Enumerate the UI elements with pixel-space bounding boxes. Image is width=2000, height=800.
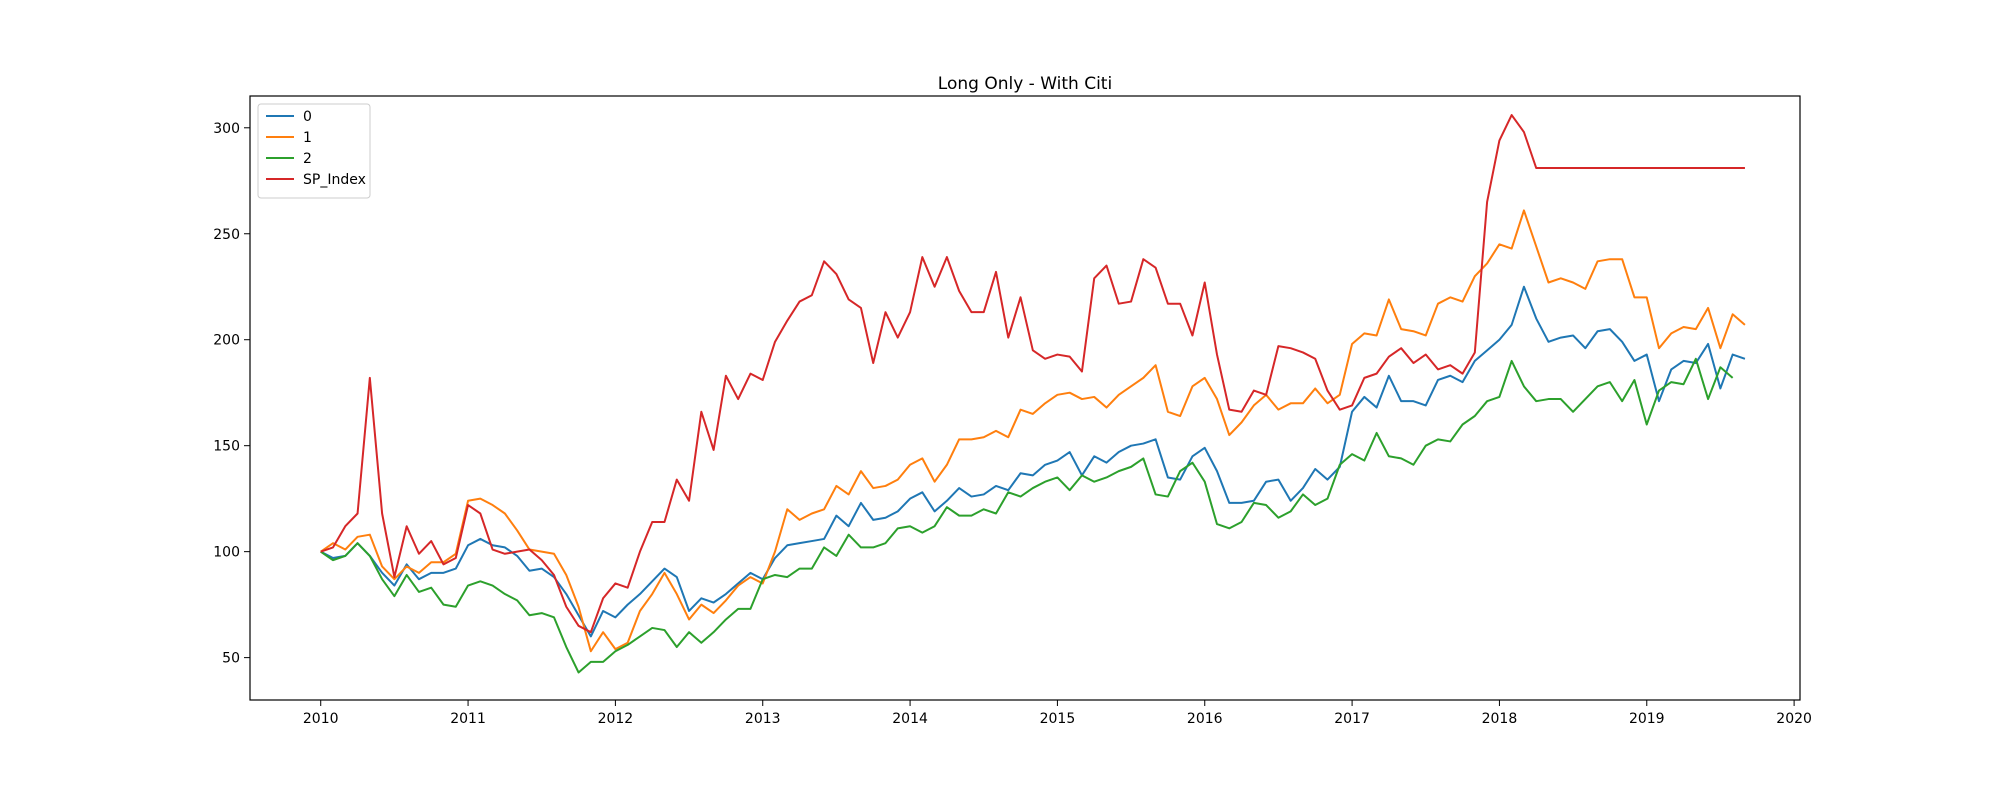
x-tick-label: 2011 bbox=[450, 711, 486, 727]
legend: 0 1 2 SP_Index bbox=[257, 103, 371, 199]
x-tick-label: 2019 bbox=[1629, 711, 1665, 727]
x-tick-label: 2014 bbox=[892, 711, 928, 727]
x-tick-label: 2017 bbox=[1334, 711, 1370, 727]
legend-box bbox=[257, 103, 371, 199]
x-tick-label: 2020 bbox=[1776, 711, 1812, 727]
series-line-2 bbox=[320, 357, 1734, 674]
chart-title: Long Only - With Citi bbox=[938, 74, 1112, 94]
series-layer bbox=[320, 114, 1746, 674]
legend-label: SP_Index bbox=[303, 172, 366, 188]
y-axis: 50 100 150 200 250 300 bbox=[213, 121, 250, 667]
legend-label: 0 bbox=[303, 109, 312, 125]
y-tick-label: 300 bbox=[213, 121, 240, 137]
legend-label: 2 bbox=[303, 151, 312, 167]
y-tick-label: 100 bbox=[213, 545, 240, 561]
x-axis: 2010 2011 2012 2013 2014 2015 2016 2017 2018 2019… bbox=[303, 700, 1812, 727]
series-line-0 bbox=[320, 285, 1746, 638]
x-tick-label: 2016 bbox=[1187, 711, 1223, 727]
x-tick-label: 2013 bbox=[745, 711, 781, 727]
y-tick-label: 50 bbox=[222, 651, 240, 667]
series-line-sp-index bbox=[320, 114, 1745, 634]
x-tick-label: 2015 bbox=[1040, 711, 1076, 727]
plot-area-frame bbox=[249, 95, 1801, 701]
x-tick-label: 2012 bbox=[598, 711, 634, 727]
x-tick-label: 2018 bbox=[1482, 711, 1518, 727]
y-tick-label: 250 bbox=[213, 227, 240, 243]
y-tick-label: 200 bbox=[213, 333, 240, 349]
y-tick-label: 150 bbox=[213, 439, 240, 455]
x-tick-label: 2010 bbox=[303, 711, 339, 727]
series-line-1 bbox=[320, 209, 1746, 653]
legend-label: 1 bbox=[303, 130, 312, 146]
